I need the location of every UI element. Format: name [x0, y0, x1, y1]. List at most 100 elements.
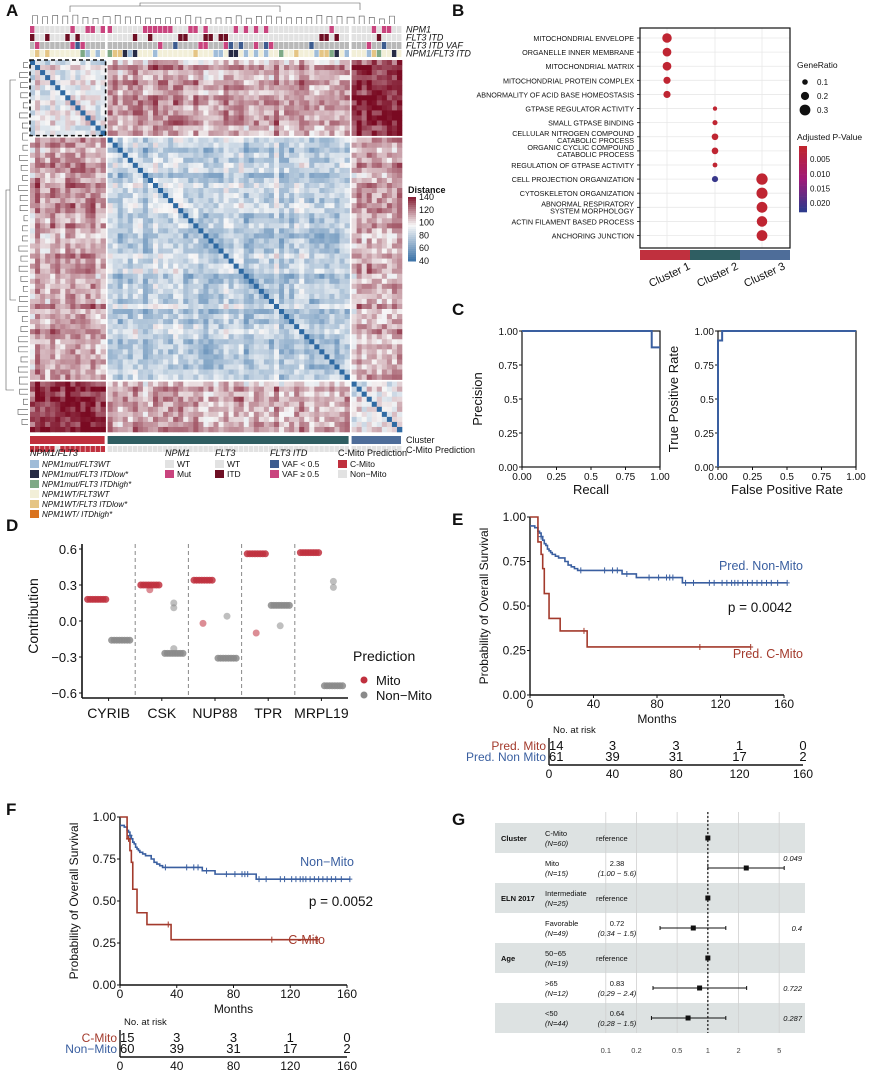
heatmap-cell	[253, 391, 260, 398]
heatmap-cell	[132, 208, 139, 214]
heatmap-cell	[188, 105, 194, 111]
heatmap-cell	[299, 147, 305, 154]
heatmap-cell	[127, 344, 134, 350]
heatmap-cell	[339, 70, 345, 76]
heatmap-cell	[324, 167, 330, 174]
heatmap-cell	[391, 157, 398, 164]
heatmap-cell	[253, 130, 260, 136]
heatmap-cell	[137, 273, 144, 280]
heatmap-cell	[263, 396, 270, 403]
heatmap-cell	[168, 319, 174, 325]
heatmap-cell	[329, 381, 335, 387]
heatmap-cell	[391, 85, 398, 91]
heatmap-cell	[299, 80, 305, 86]
heatmap-cell	[112, 60, 118, 66]
heatmap-cell	[304, 273, 310, 280]
heatmap-cell	[366, 137, 373, 143]
heatmap-cell	[268, 90, 275, 96]
heatmap-cell	[386, 203, 393, 209]
heatmap-cell	[396, 213, 403, 219]
heatmap-cell	[258, 339, 265, 345]
heatmap-cell	[163, 309, 169, 315]
heatmap-cell	[112, 223, 118, 229]
heatmap-cell	[396, 401, 403, 408]
heatmap-cell	[60, 334, 66, 340]
heatmap-cell	[117, 188, 124, 194]
heatmap-cell	[223, 157, 229, 164]
heatmap-cell	[95, 177, 101, 184]
heatmap-cell	[30, 137, 36, 143]
heatmap-cell	[356, 75, 362, 81]
heatmap-cell	[381, 85, 388, 91]
heatmap-cell	[158, 243, 164, 249]
heatmap-cell	[40, 288, 46, 295]
heatmap-cell	[112, 85, 118, 91]
heatmap-cell	[183, 137, 189, 143]
heatmap-cell	[168, 85, 174, 91]
heatmap-cell	[122, 406, 129, 413]
heatmap-cell	[75, 100, 81, 106]
heatmap-cell	[203, 70, 209, 76]
heatmap-cell	[263, 75, 270, 81]
heatmap-cell	[238, 344, 245, 350]
heatmap-cell	[386, 157, 393, 164]
heatmap-cell	[233, 258, 239, 264]
heatmap-cell	[213, 137, 219, 143]
heatmap-cell	[371, 253, 378, 259]
heatmap-cell	[107, 243, 113, 249]
heatmap-cell	[371, 130, 378, 136]
heatmap-cell	[314, 228, 320, 234]
heatmap-cell	[334, 105, 340, 111]
heatmap-cell	[193, 288, 199, 295]
heatmap-cell	[238, 152, 245, 159]
heatmap-cell	[90, 386, 96, 392]
heatmap-cell	[376, 110, 383, 116]
heatmap-cell	[50, 288, 56, 295]
heatmap-cell	[178, 65, 184, 71]
heatmap-cell	[70, 147, 76, 154]
heatmap-cell	[30, 339, 36, 345]
heatmap-cell	[55, 182, 61, 189]
heatmap-cell	[223, 147, 229, 154]
heatmap-cell	[289, 359, 295, 365]
heatmap-cell	[85, 188, 91, 194]
heatmap-cell	[273, 152, 280, 159]
heatmap-cell	[147, 208, 154, 214]
heatmap-cell	[188, 334, 194, 340]
heatmap-cell	[60, 303, 66, 310]
heatmap-cell	[30, 243, 36, 249]
heatmap-cell	[40, 125, 46, 131]
heatmap-cell	[324, 344, 330, 350]
heatmap-cell	[248, 401, 255, 408]
heatmap-cell	[218, 253, 224, 259]
heatmap-cell	[50, 364, 56, 370]
heatmap-cell	[203, 354, 209, 360]
heatmap-cell	[218, 95, 224, 101]
heatmap-cell	[334, 218, 340, 224]
heatmap-cell	[351, 105, 357, 111]
heatmap-cell	[299, 293, 305, 300]
heatmap-cell	[55, 95, 61, 101]
heatmap-cell	[30, 258, 36, 264]
heatmap-cell	[258, 364, 265, 370]
heatmap-cell	[122, 258, 129, 264]
heatmap-cell	[253, 314, 260, 320]
heatmap-cell	[188, 253, 194, 259]
heatmap-cell	[366, 120, 373, 126]
heatmap-cell	[294, 188, 300, 194]
heatmap-cell	[289, 130, 295, 136]
heatmap-cell	[35, 120, 41, 126]
heatmap-cell	[65, 369, 71, 375]
heatmap-cell	[339, 147, 345, 154]
heatmap-cell	[55, 401, 61, 408]
heatmap-cell	[284, 137, 290, 143]
heatmap-cell	[294, 374, 300, 380]
heatmap-cell	[55, 369, 61, 375]
heatmap-cell	[35, 238, 41, 244]
heatmap-cell	[268, 396, 275, 403]
heatmap-cell	[30, 359, 36, 365]
heatmap-cell	[173, 80, 179, 86]
heatmap-cell	[299, 364, 305, 370]
heatmap-cell	[218, 283, 224, 290]
heatmap-cell	[60, 80, 66, 86]
